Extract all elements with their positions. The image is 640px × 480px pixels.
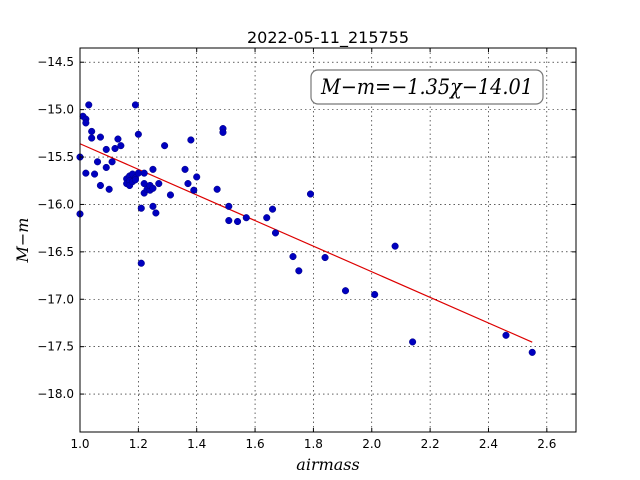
fit-line-layer: [79, 143, 533, 343]
data-point: [263, 214, 271, 222]
x-tick-label: 2.6: [537, 437, 556, 451]
data-point: [108, 158, 116, 166]
data-point: [102, 145, 110, 154]
fit-line: [79, 143, 533, 343]
data-point: [341, 287, 350, 295]
plot-frame: [79, 47, 577, 433]
x-tick-label: 1.8: [304, 437, 323, 451]
data-point: [306, 190, 315, 198]
data-point: [88, 134, 96, 142]
grid: [80, 48, 576, 432]
data-point: [295, 267, 303, 275]
data-point: [96, 133, 104, 141]
data-point: [219, 128, 227, 136]
data-point: [193, 173, 201, 181]
data-point: [269, 205, 277, 213]
axes-frame: [79, 47, 577, 433]
data-point: [93, 158, 102, 166]
data-point: [225, 217, 233, 225]
data-point: [187, 136, 195, 144]
data-point: [85, 101, 93, 109]
data-point: [102, 163, 110, 172]
data-point: [88, 127, 96, 135]
data-point: [409, 338, 417, 346]
data-point: [131, 176, 139, 184]
data-point: [155, 180, 163, 188]
y-tick-label: −17.0: [37, 292, 74, 306]
data-point: [111, 144, 119, 153]
data-point: [161, 142, 169, 150]
data-point: [137, 259, 145, 267]
data-point: [289, 253, 297, 261]
data-point: [96, 181, 104, 190]
y-tick-label: −15.0: [37, 103, 74, 117]
x-tick-label: 1.6: [246, 437, 265, 451]
data-point: [213, 185, 221, 193]
x-tick-label: 2.2: [421, 437, 440, 451]
data-point: [152, 209, 160, 217]
x-tick-label: 1.4: [187, 437, 206, 451]
data-point: [271, 229, 280, 237]
data-point: [134, 130, 142, 138]
x-tick-label: 2.4: [479, 437, 498, 451]
data-point: [91, 170, 99, 178]
data-point: [184, 180, 192, 188]
fit-annotation: M−m=−1.35χ−14.01: [310, 69, 544, 105]
data-point: [242, 214, 250, 222]
axis-ticks: 1.0 1.2 1.4 1.6 1.8 2.0 2.2 2.4 2.6 −14.5 −15.0 −15…: [37, 48, 576, 451]
data-point: [321, 253, 329, 262]
y-tick-label: −15.5: [37, 150, 74, 164]
y-tick-label: −16.5: [37, 245, 74, 259]
data-point: [131, 101, 139, 109]
data-point: [190, 186, 198, 194]
y-tick-label: −14.5: [37, 55, 74, 69]
x-tick-label: 2.0: [362, 437, 381, 451]
annotation-text: M−m=−1.35χ−14.01: [320, 75, 533, 99]
data-point: [114, 135, 122, 143]
y-tick-label: −18.0: [37, 387, 74, 401]
data-point: [391, 242, 399, 250]
data-point: [117, 142, 125, 150]
data-points: [76, 101, 536, 356]
y-tick-label: −17.5: [37, 340, 74, 354]
data-point: [82, 119, 90, 127]
data-point: [166, 191, 174, 199]
x-axis-label: airmass: [296, 455, 359, 474]
data-point: [149, 184, 157, 192]
data-point: [502, 331, 510, 339]
data-point: [137, 204, 145, 212]
data-point: [149, 165, 157, 173]
data-point: [371, 290, 379, 299]
x-tick-label: 1.2: [129, 437, 148, 451]
data-point: [140, 169, 148, 177]
data-point: [105, 185, 113, 193]
y-tick-label: −16.0: [37, 197, 74, 211]
data-point: [82, 169, 90, 177]
x-tick-label: 1.0: [70, 437, 89, 451]
data-point: [149, 202, 157, 210]
data-point: [234, 217, 242, 226]
data-point: [528, 348, 536, 356]
y-axis-label: M−m: [13, 218, 32, 264]
annotation-box: [310, 69, 544, 105]
chart-title: 2022-05-11_215755: [247, 28, 409, 48]
data-point: [181, 165, 189, 173]
data-point: [225, 202, 233, 210]
